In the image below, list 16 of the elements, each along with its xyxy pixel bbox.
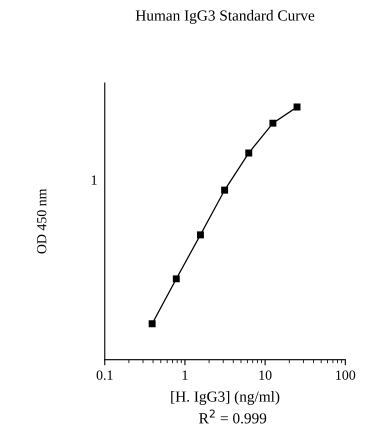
point (172, 275, 180, 282)
x-tick-label: 1 (182, 370, 188, 380)
text: R$^{2}$ = 0.999 (199, 410, 266, 424)
point (221, 186, 228, 194)
x-tick-label: 10 (259, 370, 272, 380)
text: 1 (92, 175, 97, 185)
point (245, 150, 252, 156)
x-tick-label: 100 (336, 370, 356, 380)
point (148, 320, 156, 328)
y-axis-title: OD 450 nm (37, 188, 46, 254)
point (196, 231, 204, 238)
chart-title: Human IgG3 Standard Curve (136, 10, 314, 24)
x-axis-title: [H. IgG3] (ng/ml) (171, 390, 280, 405)
point (294, 104, 301, 110)
x-tick-label: 0.1 (96, 370, 113, 380)
point (269, 120, 276, 127)
